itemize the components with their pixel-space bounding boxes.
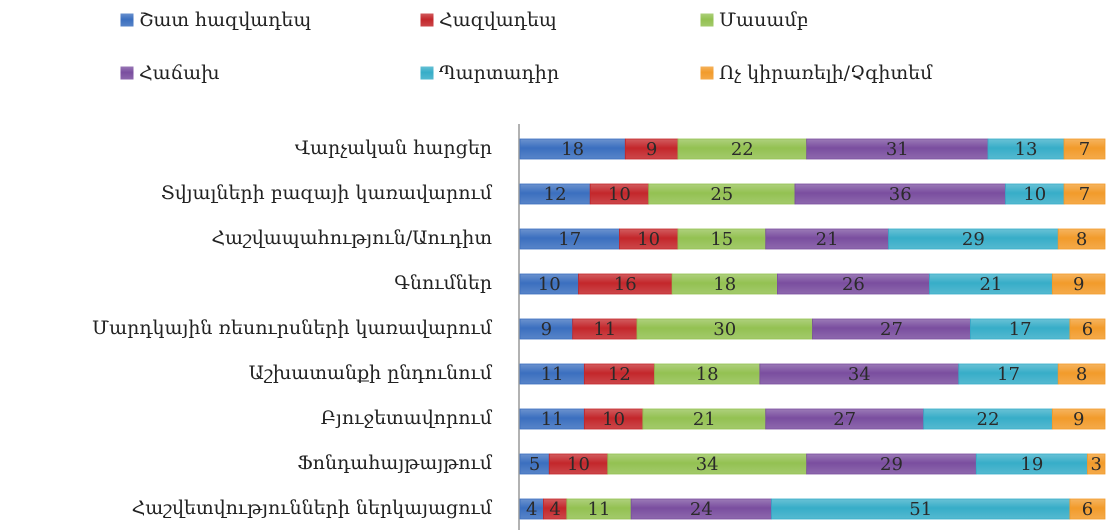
- value-label: 30: [713, 319, 736, 340]
- bar-segment: [1051, 408, 1106, 430]
- bar-segment: [1087, 453, 1106, 475]
- legend-swatch: [699, 65, 715, 81]
- value-label: 10: [538, 274, 561, 295]
- value-label: 4: [526, 499, 537, 520]
- legend-swatch: [419, 65, 435, 81]
- value-label: 10: [567, 454, 590, 475]
- value-label: 5: [529, 454, 540, 475]
- value-label: 18: [696, 364, 719, 385]
- value-label: 8: [1076, 229, 1087, 250]
- value-label: 22: [977, 409, 1000, 430]
- value-label: 12: [544, 184, 567, 205]
- value-label: 13: [1015, 139, 1038, 160]
- value-label: 16: [614, 274, 637, 295]
- value-label: 22: [731, 139, 754, 160]
- legend-swatch: [119, 12, 135, 28]
- legend-label: Շատ հազվադեպ: [139, 9, 311, 31]
- legend-swatch: [419, 12, 435, 28]
- value-label: 36: [889, 184, 912, 205]
- value-label: 11: [593, 319, 616, 340]
- value-label: 10: [1023, 184, 1046, 205]
- value-label: 29: [962, 229, 985, 250]
- category-label: Աշխատանքի ընդունում: [249, 362, 493, 384]
- value-label: 17: [997, 364, 1020, 385]
- value-label: 21: [693, 409, 716, 430]
- value-label: 27: [880, 319, 903, 340]
- category-label: Մարդկային ռեսուրսների կառավարում: [92, 317, 493, 339]
- bar-segment: [1057, 228, 1106, 250]
- value-label: 10: [637, 229, 660, 250]
- legend-label: Հազվադեպ: [439, 9, 557, 31]
- category-label: Հաշվապահություն/Աուդիտ: [211, 227, 492, 249]
- value-label: 8: [1076, 364, 1087, 385]
- category-label: Գնումներ: [394, 272, 492, 294]
- value-label: 29: [880, 454, 903, 475]
- legend-label: Հաճախ: [139, 62, 220, 84]
- bar-segment: [1069, 498, 1106, 520]
- value-label: 11: [588, 499, 611, 520]
- value-label: 10: [602, 409, 625, 430]
- value-label: 25: [710, 184, 733, 205]
- value-label: 24: [690, 499, 713, 520]
- value-label: 34: [848, 364, 871, 385]
- bar-segment: [1063, 183, 1106, 205]
- legend-swatch: [699, 12, 715, 28]
- value-label: 51: [909, 499, 932, 520]
- category-label: Հաշվետվությունների ներկայացում: [132, 497, 493, 519]
- value-label: 18: [561, 139, 584, 160]
- value-label: 27: [833, 409, 856, 430]
- value-label: 7: [1079, 184, 1090, 205]
- value-label: 7: [1079, 139, 1090, 160]
- value-label: 6: [1082, 319, 1093, 340]
- value-label: 11: [541, 409, 564, 430]
- value-label: 11: [541, 364, 564, 385]
- value-label: 21: [816, 229, 839, 250]
- value-label: 34: [696, 454, 719, 475]
- value-label: 6: [1082, 499, 1093, 520]
- value-label: 4: [549, 499, 560, 520]
- category-label: Տվյալների բազայի կառավարում: [161, 182, 493, 204]
- legend-label: Պարտադիր: [439, 62, 559, 84]
- category-label: Վարչական հարցեր: [295, 137, 492, 159]
- value-label: 12: [608, 364, 631, 385]
- bar-segment: [1069, 318, 1106, 340]
- value-label: 21: [979, 274, 1002, 295]
- value-label: 10: [608, 184, 631, 205]
- value-label: 9: [1073, 409, 1084, 430]
- value-label: 9: [646, 139, 657, 160]
- bar-segment: [1051, 273, 1106, 295]
- category-label: Ֆոնդահայթայթում: [297, 452, 493, 474]
- value-label: 9: [1073, 274, 1084, 295]
- value-label: 9: [541, 319, 552, 340]
- value-label: 26: [842, 274, 865, 295]
- value-label: 18: [713, 274, 736, 295]
- value-label: 19: [1020, 454, 1043, 475]
- category-label: Բյուջետավորում: [321, 407, 493, 429]
- value-label: 15: [710, 229, 733, 250]
- value-label: 17: [1009, 319, 1032, 340]
- bar-segment: [1063, 138, 1106, 160]
- value-label: 3: [1090, 454, 1101, 475]
- value-label: 31: [886, 139, 909, 160]
- legend-label: Ոչ կիրառելի/Չգիտեմ: [719, 62, 933, 84]
- legend-swatch: [119, 65, 135, 81]
- value-label: 17: [558, 229, 581, 250]
- legend-label: Մասամբ: [719, 9, 808, 31]
- bar-segment: [1057, 363, 1106, 385]
